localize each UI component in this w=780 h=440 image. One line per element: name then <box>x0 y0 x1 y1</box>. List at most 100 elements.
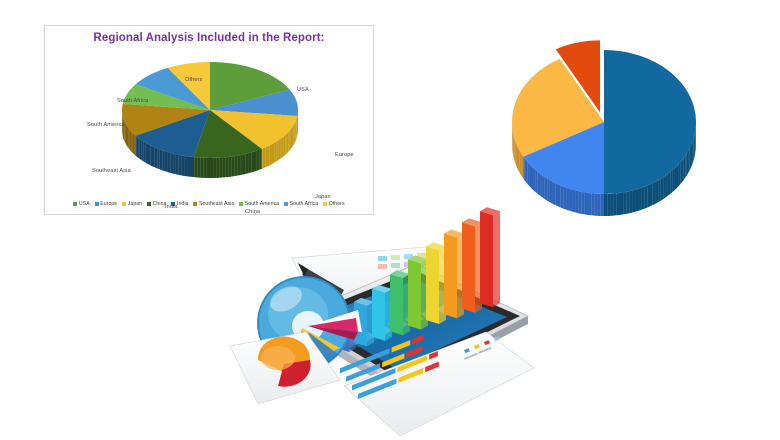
legend-item-south-africa[interactable]: South Africa <box>284 201 318 207</box>
pie-slice-side <box>591 193 595 216</box>
pie-slice-side <box>285 133 287 155</box>
paper-pie-chart <box>257 336 311 387</box>
pie-slice-side <box>159 149 163 171</box>
pie-slice-side <box>203 157 207 178</box>
front-left-paper <box>229 331 341 405</box>
pie-slice-side <box>292 125 294 148</box>
pie-slice-side <box>623 191 627 215</box>
legend-label: South Africa <box>289 200 319 207</box>
pie-slice-side <box>575 190 579 214</box>
pie-slice-side <box>521 154 524 179</box>
paper-bar-red <box>406 346 423 358</box>
pie-slice-side <box>663 175 666 200</box>
summary-pie-svg <box>512 40 696 216</box>
pie-slice-side <box>531 166 534 191</box>
bar-6 <box>426 242 446 324</box>
pie-slice-side <box>145 142 148 165</box>
pie-slice-side <box>254 150 257 172</box>
pie-slice-side <box>139 139 142 161</box>
pie-slice-side <box>594 193 598 216</box>
pie-slice-side <box>122 117 124 139</box>
legend-item-japan[interactable]: Japan <box>122 201 142 207</box>
pie-slice-side <box>647 184 650 208</box>
pie-slice-side <box>563 186 567 210</box>
pie-slice-side <box>259 148 262 170</box>
pie-slice-side <box>262 147 266 169</box>
pie-slice-side <box>206 157 210 178</box>
pie-side-band <box>122 110 298 179</box>
legend-label: Others <box>328 200 345 207</box>
bar-5 <box>408 255 428 330</box>
pie-slice-side <box>193 157 195 178</box>
pie-slice-side <box>626 191 630 214</box>
pie-slice-side <box>667 172 671 196</box>
pie-slice-side <box>524 158 526 183</box>
pie-slice-side <box>525 160 528 185</box>
pie-slice-side <box>638 187 642 211</box>
pie-slice-side <box>242 153 246 175</box>
pie-slice-segment-b <box>523 122 604 194</box>
pie-slice-side <box>542 175 545 200</box>
pie-slice-side <box>537 172 541 196</box>
legend-item-usa[interactable]: USA <box>73 201 90 207</box>
regional-pie-chart: USA Europe Japan China India Southeast Asia So… <box>45 46 375 215</box>
legend-swatch-icon <box>323 201 328 206</box>
pie-slice-side <box>278 139 281 161</box>
pie-slice-side <box>216 157 220 178</box>
pie-slice-side <box>540 173 543 198</box>
paper-bar-yellow <box>391 340 411 353</box>
pie-slice-side <box>286 131 289 154</box>
pie-slice-side <box>267 145 270 167</box>
pie-slice-side <box>200 157 204 178</box>
pie-slice-side <box>150 145 153 167</box>
pie-slice-side <box>173 153 176 175</box>
pie-slice-side <box>685 153 687 178</box>
pie-slice-side <box>588 192 592 216</box>
legend-swatch-icon <box>147 201 152 206</box>
pie-label-south-africa: South Africa <box>117 98 149 104</box>
pie-label-europe: Europe <box>335 152 354 158</box>
pie-slice-side <box>527 162 530 187</box>
pie-slice-side <box>629 190 633 214</box>
pie-slice-side <box>222 157 226 178</box>
pie-slice-side <box>604 193 608 216</box>
pie-slice-side <box>660 177 664 201</box>
pie-slice-japan <box>210 110 298 149</box>
legend-item-india[interactable]: India <box>171 201 188 207</box>
pie-slice-side <box>641 186 645 210</box>
paper-bar-blue <box>352 368 396 391</box>
paper-bar-yellow <box>398 367 424 383</box>
pie-label-others: Others <box>185 77 203 83</box>
legend-item-china[interactable]: China <box>147 201 166 207</box>
pie-slice-side <box>515 142 517 168</box>
pie-slice-side <box>210 157 214 179</box>
pie-slice-side <box>127 126 129 149</box>
pie-slice-side <box>683 155 686 180</box>
paper-chart-legend <box>463 336 500 360</box>
pie-slice-side <box>167 152 171 173</box>
pie-slice-side <box>693 136 694 162</box>
pie-slice-side <box>682 158 684 183</box>
pie-slice-side <box>689 146 691 171</box>
pie-slice-segment-d <box>555 40 601 113</box>
legend-swatch-icon <box>239 201 244 206</box>
pie-slice-side <box>535 170 538 195</box>
pie-slice-side <box>619 192 624 215</box>
legend-item-others[interactable]: Others <box>323 200 345 207</box>
pie-slice-side <box>240 154 243 176</box>
pie-slice-side <box>529 164 532 189</box>
pie-slice-side <box>274 141 277 163</box>
pie-slice-side <box>289 128 291 151</box>
summary-pie-top-face <box>512 40 696 194</box>
pie-slice-side <box>523 156 525 180</box>
bar-4 <box>390 270 410 336</box>
pie-slice-side <box>560 185 564 209</box>
pie-label-china: China <box>245 209 261 215</box>
pie-slice-side <box>213 157 217 178</box>
legend-item-southeast-asia[interactable]: Southeast Asia <box>193 201 234 207</box>
pie-slice-side <box>555 183 558 207</box>
pie-slice-side <box>181 155 185 176</box>
legend-item-europe[interactable]: Europe <box>94 201 118 207</box>
legend-item-south-america[interactable]: South America <box>239 201 279 207</box>
pie-slice-side <box>513 135 515 160</box>
